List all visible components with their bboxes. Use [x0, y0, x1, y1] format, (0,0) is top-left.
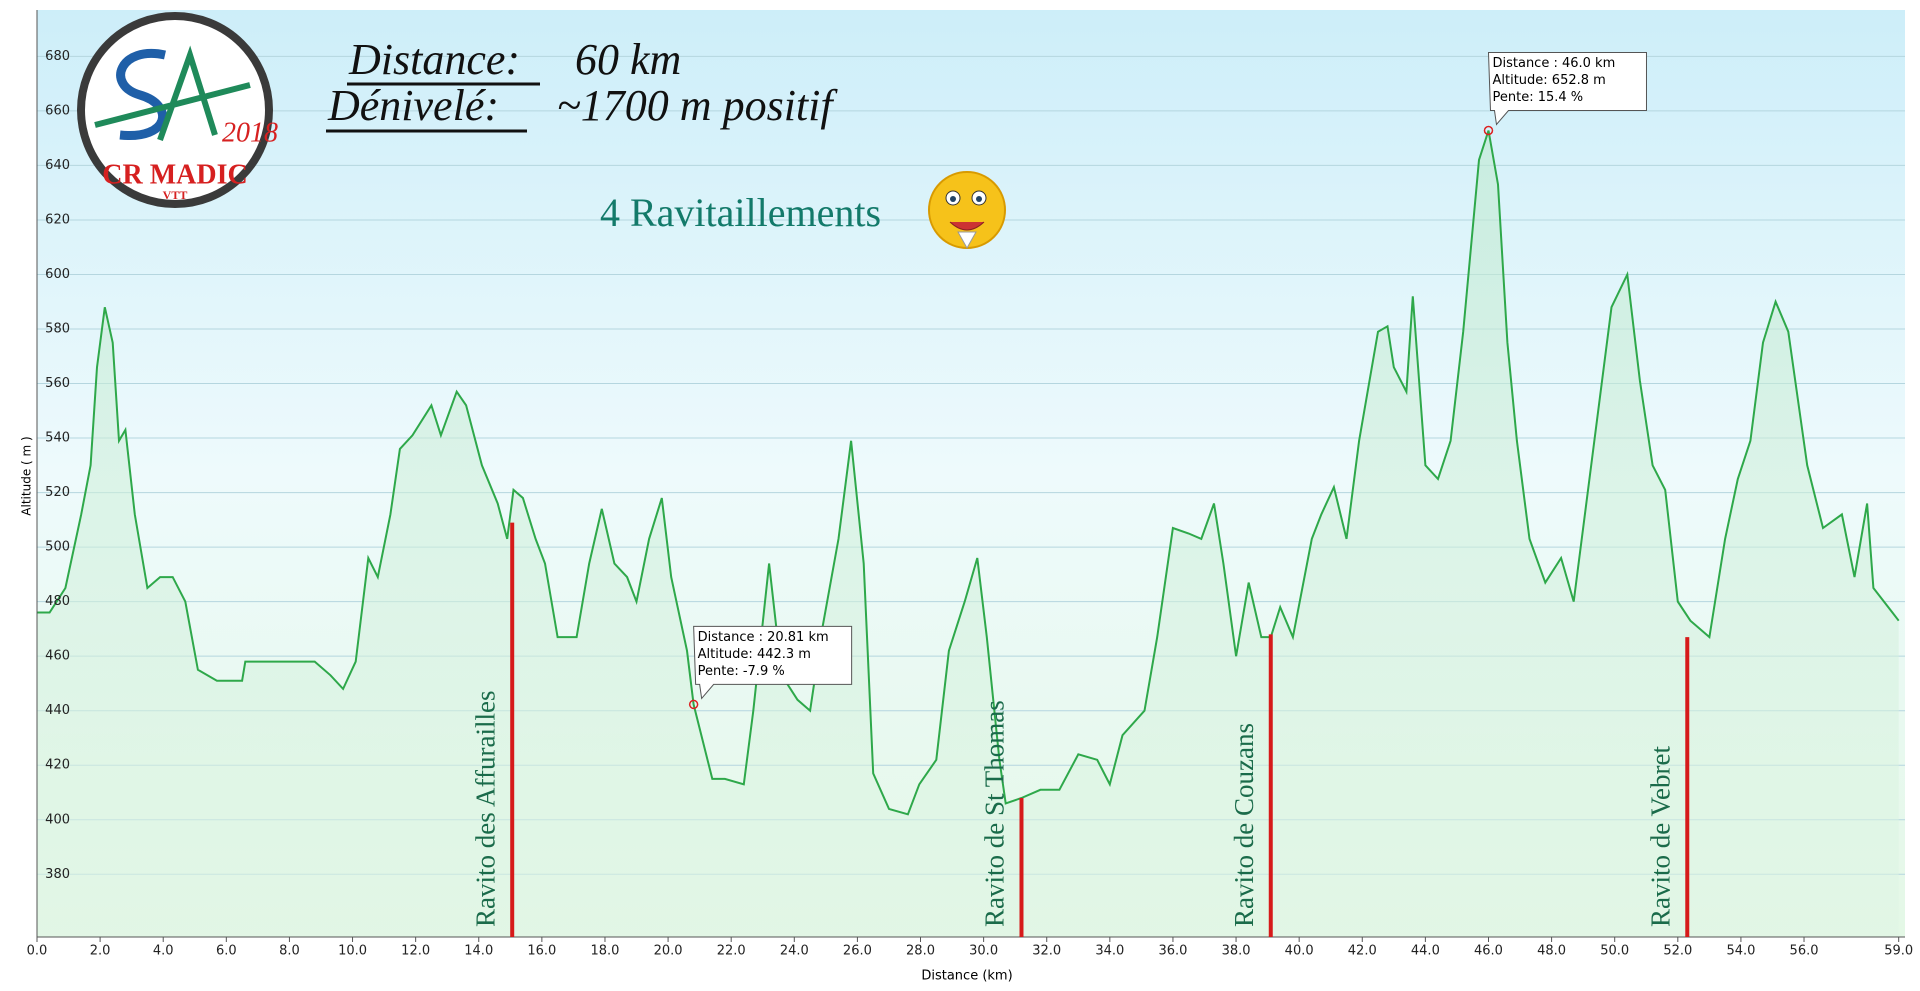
title-label: Distance: — [348, 35, 520, 84]
x-tick-label: 59.0 — [1884, 944, 1913, 959]
y-tick-label: 500 — [45, 540, 70, 555]
ravito-label: Ravito des Affurailles — [470, 691, 500, 927]
y-tick-label: 400 — [45, 812, 70, 827]
supplies-note: 4 Ravitaillements — [600, 190, 881, 235]
x-tick-label: 46.0 — [1474, 944, 1503, 959]
x-tick-label: 34.0 — [1095, 944, 1124, 959]
x-tick-label: 36.0 — [1158, 944, 1187, 959]
tooltip-box — [693, 625, 853, 700]
title-value: ~1700 m positif — [557, 81, 838, 130]
y-tick-label: 520 — [45, 485, 70, 500]
x-tick-label: 20.0 — [654, 944, 683, 959]
tooltip-marker — [688, 699, 699, 710]
y-tick-label: 540 — [45, 431, 70, 446]
tooltip-text: Altitude: 442.3 m — [698, 647, 811, 662]
tooltip-text: Pente: -7.9 % — [698, 664, 785, 679]
y-tick-label: 620 — [45, 212, 70, 227]
y-tick-label: 640 — [45, 158, 70, 173]
y-tick-label: 480 — [45, 594, 70, 609]
logo-year: 2018 — [222, 117, 278, 148]
logo: 2018 CR MADIC VTT — [77, 12, 278, 208]
y-tick-label: 420 — [45, 758, 70, 773]
ravito-label: Ravito de St Thomas — [980, 700, 1010, 927]
x-tick-label: 16.0 — [527, 944, 556, 959]
ravito-label: Ravito de Vebret — [1645, 746, 1675, 927]
x-tick-label: 30.0 — [969, 944, 998, 959]
x-tick-label: 14.0 — [464, 944, 493, 959]
y-axis-title: Altitude ( m ) — [20, 436, 34, 515]
x-tick-label: 6.0 — [216, 944, 237, 959]
elevation-line — [37, 130, 1900, 816]
x-tick-label: 28.0 — [906, 944, 935, 959]
y-tick-label: 460 — [45, 649, 70, 664]
y-tick-label: 600 — [45, 267, 70, 282]
x-tick-label: 10.0 — [338, 944, 367, 959]
y-tick-label: 660 — [45, 103, 70, 118]
x-tick-label: 4.0 — [153, 944, 174, 959]
x-tick-label: 32.0 — [1032, 944, 1061, 959]
logo-sub: VTT — [163, 188, 188, 202]
x-tick-label: 18.0 — [590, 944, 619, 959]
x-tick-label: 12.0 — [401, 944, 430, 959]
ravito-label: Ravito de Couzans — [1229, 723, 1259, 927]
y-tick-label: 680 — [45, 49, 70, 64]
x-tick-label: 0.0 — [27, 944, 48, 959]
x-tick-label: 22.0 — [717, 944, 746, 959]
tooltip-text: Pente: 15.4 % — [1492, 90, 1583, 105]
y-tick-label: 580 — [45, 321, 70, 336]
tooltip-text: Distance : 20.81 km — [698, 630, 829, 645]
x-tick-label: 52.0 — [1663, 944, 1692, 959]
x-tick-label: 42.0 — [1348, 944, 1377, 959]
area-fill — [37, 130, 1899, 937]
logo-name: CR MADIC — [102, 159, 247, 190]
tooltip-marker — [1483, 125, 1494, 136]
x-tick-label: 40.0 — [1285, 944, 1314, 959]
x-tick-label: 38.0 — [1222, 944, 1251, 959]
y-tick-label: 440 — [45, 703, 70, 718]
x-tick-label: 48.0 — [1537, 944, 1566, 959]
tooltip-box — [1487, 52, 1647, 126]
x-tick-label: 50.0 — [1600, 944, 1629, 959]
tooltip-text: Distance : 46.0 km — [1492, 56, 1615, 71]
title-value: 60 km — [575, 35, 681, 84]
y-tick-label: 380 — [45, 867, 70, 882]
x-axis-title: Distance (km) — [921, 969, 1012, 984]
x-tick-label: 26.0 — [843, 944, 872, 959]
x-tick-label: 56.0 — [1790, 944, 1819, 959]
x-tick-label: 8.0 — [279, 944, 300, 959]
x-tick-label: 2.0 — [90, 944, 111, 959]
smiley — [928, 171, 1006, 250]
x-tick-label: 44.0 — [1411, 944, 1440, 959]
x-tick-label: 24.0 — [780, 944, 809, 959]
tooltip-text: Altitude: 652.8 m — [1492, 73, 1605, 88]
y-tick-label: 560 — [45, 376, 70, 391]
title-label: Dénivelé: — [327, 81, 499, 130]
x-tick-label: 54.0 — [1726, 944, 1755, 959]
